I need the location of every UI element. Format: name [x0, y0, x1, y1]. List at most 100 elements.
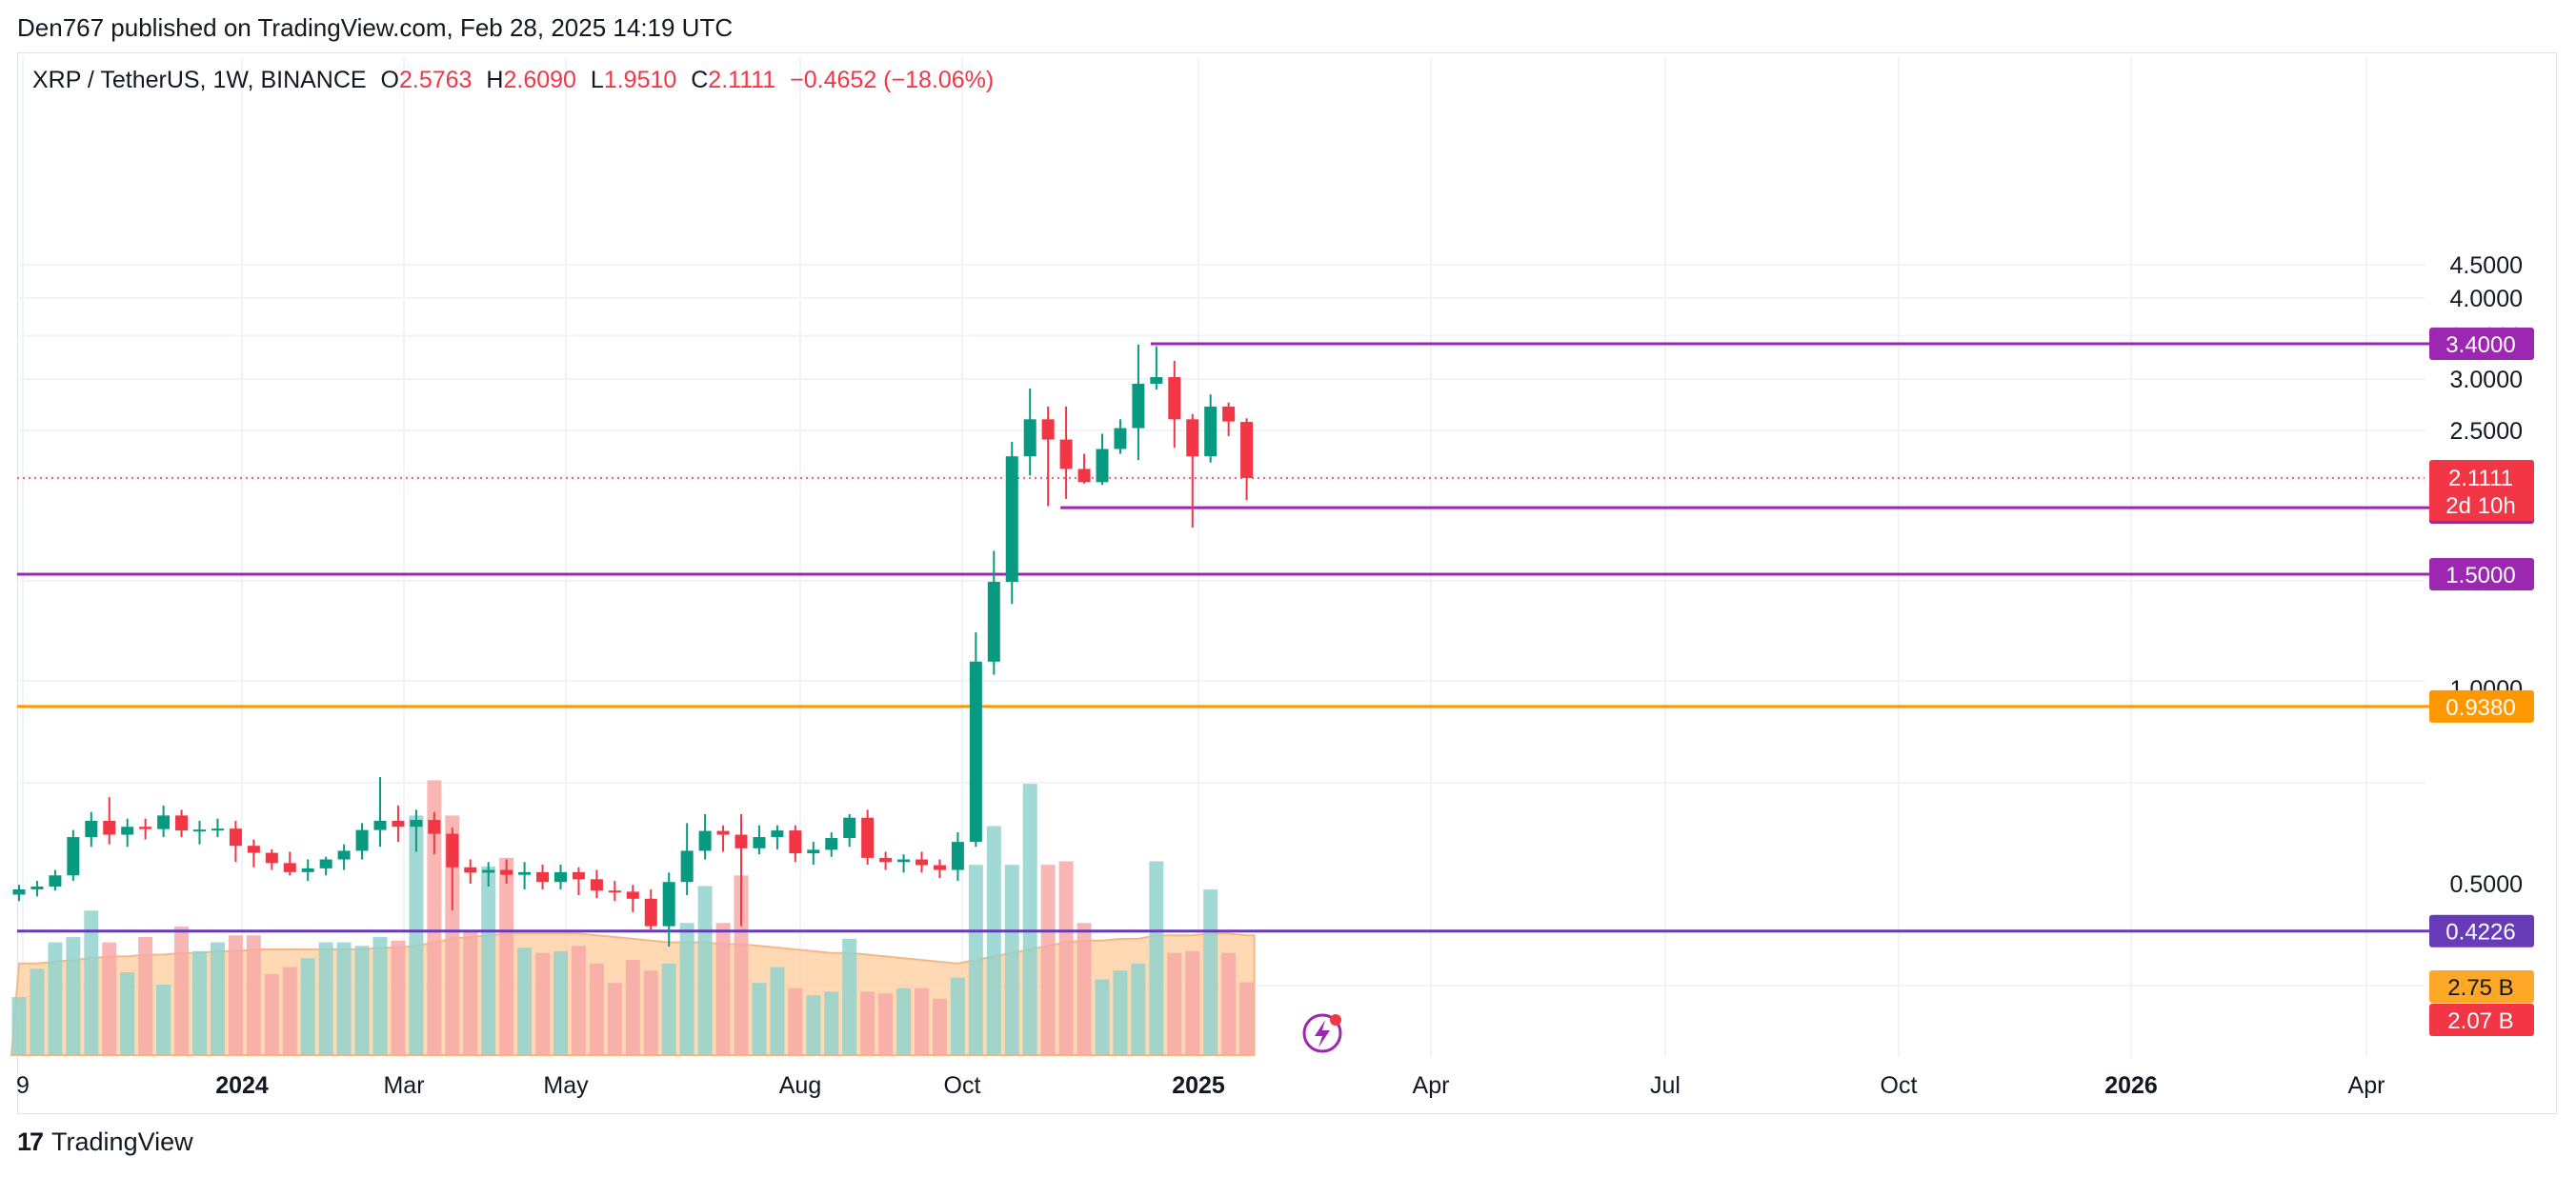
volume-bar: [715, 923, 731, 1055]
volume-bar: [950, 977, 965, 1055]
x-tick-label: 2026: [2104, 1072, 2158, 1099]
candle-body: [373, 820, 387, 830]
volume-bar: [84, 910, 99, 1055]
candlestick-chart[interactable]: 4.50004.00003.50003.00002.50001.00000.50…: [0, 0, 2576, 1124]
level-tag: [2429, 558, 2534, 591]
low-label: L: [590, 67, 604, 93]
volume-bar: [300, 958, 315, 1055]
candle-body: [1041, 419, 1055, 440]
footer-brand[interactable]: 17 TradingView: [17, 1127, 193, 1157]
volume-bar: [1077, 923, 1092, 1055]
y-tick-label: 2.5000: [2450, 418, 2523, 445]
volume-bar: [102, 942, 117, 1055]
volume-bar: [1149, 861, 1164, 1055]
y-tick-label: 0.5000: [2450, 871, 2523, 898]
candle-body: [1150, 377, 1163, 384]
candle-body: [771, 830, 784, 838]
close-label: C: [691, 67, 709, 93]
candle-body: [482, 869, 495, 873]
volume-bar: [1113, 970, 1128, 1055]
high-value: 2.6090: [503, 67, 576, 93]
volume-bars: [11, 780, 1255, 1055]
candle-body: [572, 871, 585, 880]
high-label: H: [486, 67, 504, 93]
volume-bar: [625, 960, 640, 1055]
level-tag: [2429, 689, 2534, 723]
candle-body: [987, 582, 1000, 662]
volume-bar: [354, 946, 370, 1055]
volume-bar: [11, 996, 27, 1055]
candle-body: [1168, 377, 1181, 420]
candle-body: [193, 829, 206, 832]
candle-body: [446, 833, 459, 868]
candle-body: [49, 875, 62, 887]
candle-body: [30, 886, 44, 889]
volume-bar: [607, 983, 622, 1055]
volume-bar: [643, 970, 658, 1055]
candle-body: [825, 838, 838, 850]
volume-bar: [770, 967, 785, 1055]
candle-body: [536, 871, 550, 883]
candle-body: [337, 850, 351, 860]
lightning-badge-icon[interactable]: [1302, 1013, 1342, 1053]
candle-body: [500, 869, 513, 875]
volume-bar: [896, 987, 912, 1055]
candle-body: [410, 820, 423, 828]
y-tick-label: 3.0000: [2450, 367, 2523, 393]
candle-body: [753, 837, 766, 848]
candle-body: [1222, 406, 1236, 422]
volume-bar: [806, 995, 821, 1055]
candle-body: [355, 829, 369, 851]
volume-bar: [282, 967, 297, 1055]
volume-bar: [499, 857, 514, 1055]
candle-body: [879, 857, 893, 863]
volume-bar: [174, 926, 190, 1055]
volume-bar: [1095, 979, 1110, 1055]
candle-body: [1204, 406, 1218, 457]
change-value: −0.4652 (−18.06%): [790, 67, 995, 93]
volume-bar: [1040, 865, 1056, 1055]
grid: [17, 57, 2425, 1057]
volume-bar: [1004, 865, 1019, 1055]
candle-body: [464, 867, 477, 873]
volume-bar: [860, 991, 875, 1055]
volume-bar: [878, 993, 894, 1055]
volume-bar: [445, 815, 460, 1055]
level-tag-label: 0.4226: [2445, 920, 2515, 946]
candle-body: [103, 820, 116, 835]
x-tick-label: Jul: [1650, 1072, 1680, 1099]
volume-bar: [915, 987, 929, 1055]
volume-bar: [463, 931, 478, 1055]
candle-body: [283, 863, 296, 872]
volume-bar: [589, 963, 604, 1055]
volume-bar: [1185, 950, 1200, 1055]
volume-bar: [571, 946, 586, 1055]
volume-bar: [66, 937, 81, 1055]
volume-bar: [752, 983, 767, 1055]
volume-bar: [734, 875, 749, 1055]
candle-body: [67, 837, 80, 876]
candle-body: [121, 827, 134, 835]
volume-bar: [318, 942, 333, 1055]
volume-bar: [391, 940, 406, 1055]
volume-bar: [264, 973, 279, 1055]
low-value: 1.9510: [603, 67, 677, 93]
candle-body: [12, 888, 26, 895]
candle-body: [608, 890, 621, 893]
volume-bar: [968, 865, 983, 1055]
candle-body: [1096, 449, 1109, 483]
candle-body: [1186, 419, 1199, 457]
candle-body: [662, 882, 675, 927]
candle-body: [716, 830, 730, 835]
candle-body: [518, 871, 532, 875]
level-tag-label: 0.9380: [2445, 695, 2515, 721]
x-tick-label: 2024: [215, 1072, 269, 1099]
candle-body: [1077, 469, 1091, 483]
candle-body: [85, 820, 98, 838]
chart-frame: [17, 52, 2557, 1114]
close-value: 2.1111: [708, 67, 776, 93]
candle-body: [951, 842, 964, 870]
volume-bar: [553, 950, 568, 1055]
level-tag-label: 3.4000: [2445, 332, 2515, 358]
candle-body: [175, 815, 189, 831]
